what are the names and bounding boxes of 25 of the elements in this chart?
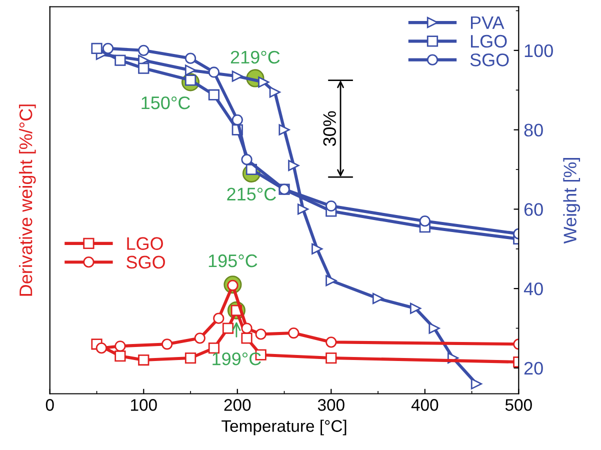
x-axis-title: Temperature [°C] — [222, 420, 346, 436]
annotation: 215°C — [227, 188, 276, 201]
annotation: 199°C — [212, 352, 261, 366]
y-tick-label: 60 — [524, 203, 543, 216]
annotation: 30% — [323, 111, 336, 146]
y-axis-title: Derivative weight [%/°C] — [18, 104, 36, 296]
legend-label: LGO — [470, 34, 507, 48]
annotation: 195°C — [208, 254, 258, 268]
legend-label: SGO — [126, 256, 165, 269]
x-tick-label: 200 — [224, 399, 251, 411]
legend-label: PVA — [470, 16, 504, 29]
legend-label: LGO — [127, 237, 163, 250]
annotation: 219°C — [230, 50, 280, 64]
x-tick-label: 300 — [318, 399, 344, 411]
y-tick-label: 80 — [524, 124, 543, 137]
y-tick-label: 40 — [524, 282, 543, 296]
y-tick-label: 100 — [524, 44, 553, 58]
annotation: 150°C — [142, 96, 190, 110]
y-tick-label: 20 — [524, 362, 543, 375]
y2-axis-title: Weight [%] — [563, 158, 580, 244]
x-tick-label: 100 — [131, 399, 157, 411]
x-tick-label: 500 — [505, 399, 532, 411]
legend-label: SGO — [470, 54, 509, 66]
x-tick-label: 0 — [46, 399, 54, 411]
x-tick-label: 400 — [411, 399, 438, 411]
